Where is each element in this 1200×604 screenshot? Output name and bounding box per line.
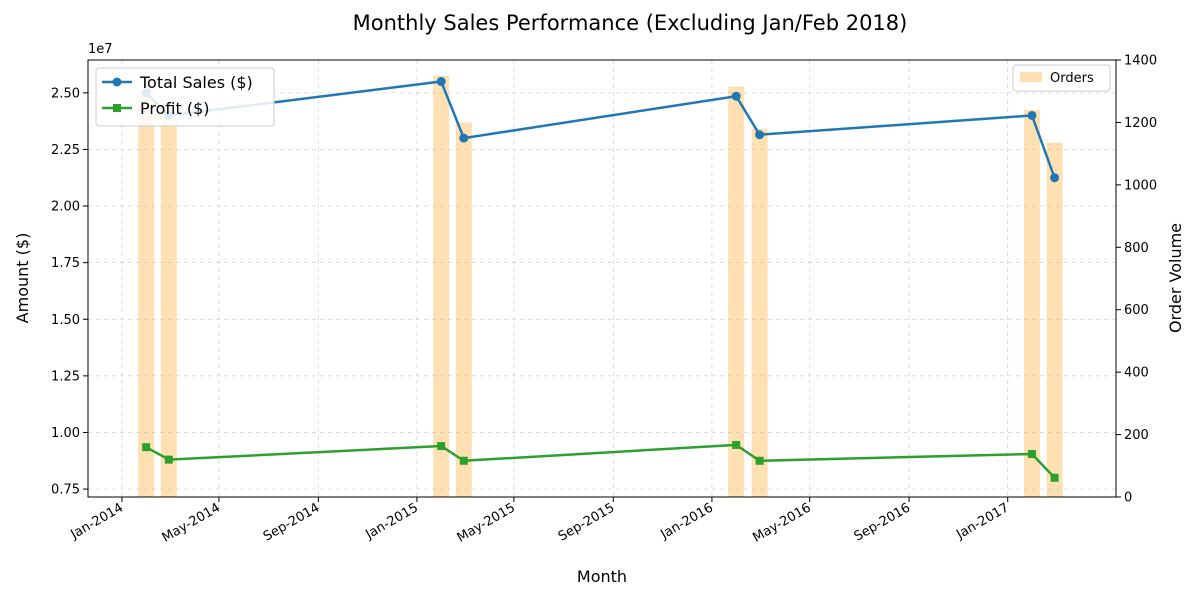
sales-point (459, 133, 469, 143)
x-tick-label: Jan-2015 (362, 500, 420, 542)
y2-tick-label: 0 (1124, 491, 1132, 506)
y-tick-label: 1.75 (51, 256, 80, 271)
y-axis-left: 0.75 1.00 1.25 1.50 1.75 2.00 2.25 2.50 (51, 86, 88, 498)
sales-point (755, 130, 765, 140)
order-bar (160, 109, 177, 497)
profit-point (1050, 473, 1059, 482)
plot-frame (87, 59, 1117, 498)
y-tick-label: 2.50 (51, 86, 80, 101)
legend-sales-marker (112, 77, 122, 87)
y2-axis-label: Order Volume (1166, 223, 1185, 333)
y2-tick-label: 400 (1124, 366, 1149, 381)
y-tick-label: 1.00 (51, 426, 80, 441)
y2-tick-label: 1200 (1124, 116, 1157, 131)
profit-line (145, 443, 1056, 479)
order-bar (1046, 142, 1063, 498)
chart-title: Monthly Sales Performance (Excluding Jan… (353, 11, 908, 35)
sales-point (1050, 173, 1060, 183)
x-tick-label: May-2014 (160, 500, 223, 545)
y-tick-label: 1.50 (51, 313, 80, 328)
x-tick-label: Jan-2014 (67, 500, 125, 542)
sales-point (1027, 110, 1037, 120)
profit-point (164, 455, 173, 464)
x-tick-label: Jan-2017 (953, 500, 1011, 542)
x-tick-label: Sep-2016 (852, 500, 913, 544)
y-tick-label: 1.25 (51, 369, 80, 384)
order-bar (751, 128, 768, 497)
order-bar (1023, 109, 1040, 497)
order-bar (728, 86, 745, 498)
legend-sales-label: Total Sales ($) (139, 73, 253, 92)
orders-bars (138, 75, 1063, 498)
y2-tick-label: 800 (1124, 241, 1149, 256)
order-bar (433, 75, 450, 497)
y-tick-label: 2.25 (51, 143, 80, 158)
x-tick-label: May-2015 (455, 500, 518, 545)
x-tick-label: May-2016 (750, 500, 813, 545)
y-multiplier: 1e7 (88, 42, 113, 57)
bars-legend: Orders (1012, 64, 1111, 92)
y-tick-label: 0.75 (51, 483, 80, 498)
sales-point (731, 91, 741, 101)
legend-profit-marker (113, 104, 121, 112)
order-bar (455, 122, 472, 497)
y-axis-right: 0 200 400 600 800 1000 1200 1400 (1116, 54, 1157, 506)
bars-legend-box (1012, 64, 1111, 92)
sales-point (436, 77, 446, 87)
order-bar (138, 88, 155, 497)
y-axis-label: Amount ($) (13, 233, 32, 324)
profit-point (142, 443, 151, 452)
lines-legend: Total Sales ($) Profit ($) (95, 67, 275, 127)
legend-profit-label: Profit ($) (140, 99, 209, 118)
y-tick-label: 2.00 (51, 200, 80, 215)
y2-tick-label: 200 (1124, 428, 1149, 443)
profit-point (755, 456, 764, 465)
legend-orders-label: Orders (1050, 71, 1094, 86)
profit-point (459, 456, 468, 465)
profit-point (732, 440, 741, 449)
x-axis-label: Month (577, 567, 627, 586)
x-tick-label: Sep-2015 (556, 500, 617, 544)
lines-legend-box (95, 67, 275, 127)
y2-tick-label: 1400 (1124, 54, 1157, 69)
y2-tick-label: 1000 (1124, 178, 1157, 193)
x-tick-label: Jan-2016 (657, 500, 715, 542)
x-tick-label: Sep-2014 (261, 500, 322, 544)
profit-point (437, 442, 446, 451)
grid (88, 60, 1116, 497)
legend-orders-swatch (1020, 72, 1042, 82)
profit-point (1027, 449, 1036, 458)
y2-tick-label: 600 (1124, 303, 1149, 318)
sales-line (145, 80, 1056, 179)
series-lines (141, 77, 1060, 482)
x-axis: Jan-2014 May-2014 Sep-2014 Jan-2015 May-2015… (67, 497, 1012, 546)
